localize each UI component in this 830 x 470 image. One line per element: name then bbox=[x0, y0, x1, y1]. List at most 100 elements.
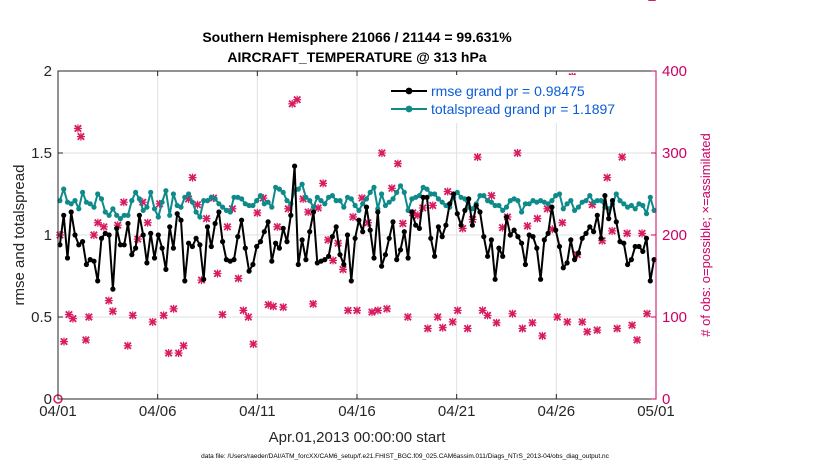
rmse-point bbox=[647, 278, 653, 284]
y2-tick-label: 100 bbox=[662, 309, 687, 326]
totalspread-point bbox=[397, 183, 404, 189]
legend-spread-marker bbox=[405, 105, 413, 113]
obs-assimilated-marker bbox=[59, 337, 68, 346]
x-tick-label: 04/11 bbox=[239, 403, 275, 420]
totalspread-point bbox=[144, 204, 150, 210]
obs-assimilated-marker bbox=[93, 218, 102, 227]
totalspread-point bbox=[640, 202, 646, 209]
rmse-point bbox=[556, 243, 563, 250]
obs-assimilated-marker bbox=[99, 222, 108, 231]
obs-assimilated-marker bbox=[553, 313, 562, 321]
obs-assimilated-marker bbox=[249, 340, 258, 349]
rmse-point bbox=[568, 237, 574, 243]
rmse-point bbox=[64, 255, 71, 261]
totalspread-point bbox=[121, 212, 127, 218]
obs-assimilated-marker bbox=[492, 318, 501, 327]
chart-subtitle: AIRCRAFT_TEMPERATURE @ 313 hPa bbox=[227, 49, 486, 65]
y2-tick-label: 0 bbox=[662, 391, 670, 408]
totalspread-point bbox=[545, 201, 551, 207]
y-tick-label: 0 bbox=[44, 391, 52, 408]
totalspread-point bbox=[382, 202, 388, 209]
obs-assimilated-marker bbox=[438, 323, 447, 332]
rmse-point bbox=[560, 265, 566, 271]
totalspread-point bbox=[114, 212, 120, 218]
rmse-point bbox=[235, 234, 241, 240]
obs-assimilated-marker bbox=[319, 179, 328, 188]
rmse-point bbox=[435, 224, 441, 230]
obs-assimilated-marker bbox=[329, 256, 338, 265]
totalspread-point bbox=[239, 196, 245, 202]
totalspread-point bbox=[95, 191, 101, 197]
totalspread-point bbox=[333, 198, 339, 204]
rmse-point bbox=[110, 286, 116, 292]
obs-assimilated-marker bbox=[393, 159, 402, 168]
totalspread-point bbox=[216, 201, 222, 207]
x-tick-label: 04/26 bbox=[538, 403, 576, 420]
rmse-point bbox=[636, 243, 642, 250]
rmse-point bbox=[159, 245, 165, 251]
rmse-point bbox=[284, 239, 290, 245]
y2-axis-label: # of obs: o=possible; ×=assimilated bbox=[698, 133, 713, 336]
totalspread-point bbox=[91, 204, 97, 210]
totalspread-point bbox=[57, 198, 63, 204]
obs-assimilated-marker bbox=[143, 218, 152, 227]
totalspread-point bbox=[394, 189, 400, 195]
obs-assimilated-marker bbox=[179, 341, 188, 350]
totalspread-point bbox=[227, 209, 233, 215]
rmse-point bbox=[538, 276, 544, 282]
rmse-point bbox=[310, 209, 317, 215]
rmse-point bbox=[204, 224, 211, 230]
totalspread-point bbox=[341, 204, 347, 210]
totalspread-point bbox=[519, 209, 525, 215]
obs-assimilated-marker bbox=[148, 317, 157, 326]
obs-assimilated-marker bbox=[174, 349, 183, 358]
rmse-point bbox=[511, 227, 517, 233]
rmse-point bbox=[564, 260, 570, 266]
x-axis-label: Apr.01,2013 00:00:00 start bbox=[269, 429, 447, 446]
obs-assimilated-marker bbox=[638, 229, 647, 238]
rmse-point bbox=[129, 252, 135, 258]
obs-assimilated-marker bbox=[633, 335, 642, 344]
obs-assimilated-marker bbox=[344, 306, 353, 315]
rmse-point bbox=[541, 237, 547, 243]
totalspread-point bbox=[80, 189, 86, 195]
totalspread-point bbox=[515, 198, 521, 204]
totalspread-point bbox=[549, 198, 555, 204]
rmse-point bbox=[477, 209, 483, 215]
rmse-point bbox=[83, 261, 89, 268]
rmse-point bbox=[326, 253, 332, 259]
rmse-point bbox=[231, 257, 237, 263]
rmse-point bbox=[602, 193, 608, 199]
totalspread-point bbox=[125, 212, 131, 218]
rmse-point bbox=[367, 227, 373, 233]
totalspread-point bbox=[257, 193, 264, 199]
totalspread-point bbox=[151, 206, 158, 212]
totalspread-point bbox=[87, 201, 93, 207]
totalspread-point bbox=[269, 204, 275, 210]
obs-assimilated-marker bbox=[169, 304, 178, 313]
rmse-point bbox=[220, 239, 226, 245]
totalspread-point bbox=[522, 201, 529, 207]
totalspread-point bbox=[575, 204, 582, 210]
totalspread-point bbox=[526, 201, 532, 207]
totalspread-point bbox=[148, 189, 154, 195]
rmse-point bbox=[503, 214, 510, 220]
obs-assimilated-marker bbox=[123, 341, 132, 350]
totalspread-point bbox=[481, 193, 487, 199]
totalspread-point bbox=[432, 191, 438, 197]
totalspread-point bbox=[492, 202, 498, 209]
obs-assimilated-marker bbox=[164, 349, 173, 358]
obs-assimilated-marker bbox=[528, 318, 537, 327]
obs-assimilated-marker bbox=[533, 214, 542, 223]
obs-assimilated-marker bbox=[193, 200, 202, 209]
rmse-point bbox=[466, 196, 472, 202]
obs-assimilated-marker bbox=[159, 311, 168, 320]
obs-assimilated-marker bbox=[563, 317, 572, 326]
legend-spread-label: totalspread grand pr = 1.1897 bbox=[431, 101, 615, 117]
rmse-point bbox=[163, 266, 169, 272]
rmse-point bbox=[386, 235, 392, 241]
totalspread-point bbox=[424, 186, 430, 192]
totalspread-point bbox=[98, 196, 105, 202]
rmse-point bbox=[125, 220, 131, 227]
rmse-point bbox=[239, 217, 245, 223]
